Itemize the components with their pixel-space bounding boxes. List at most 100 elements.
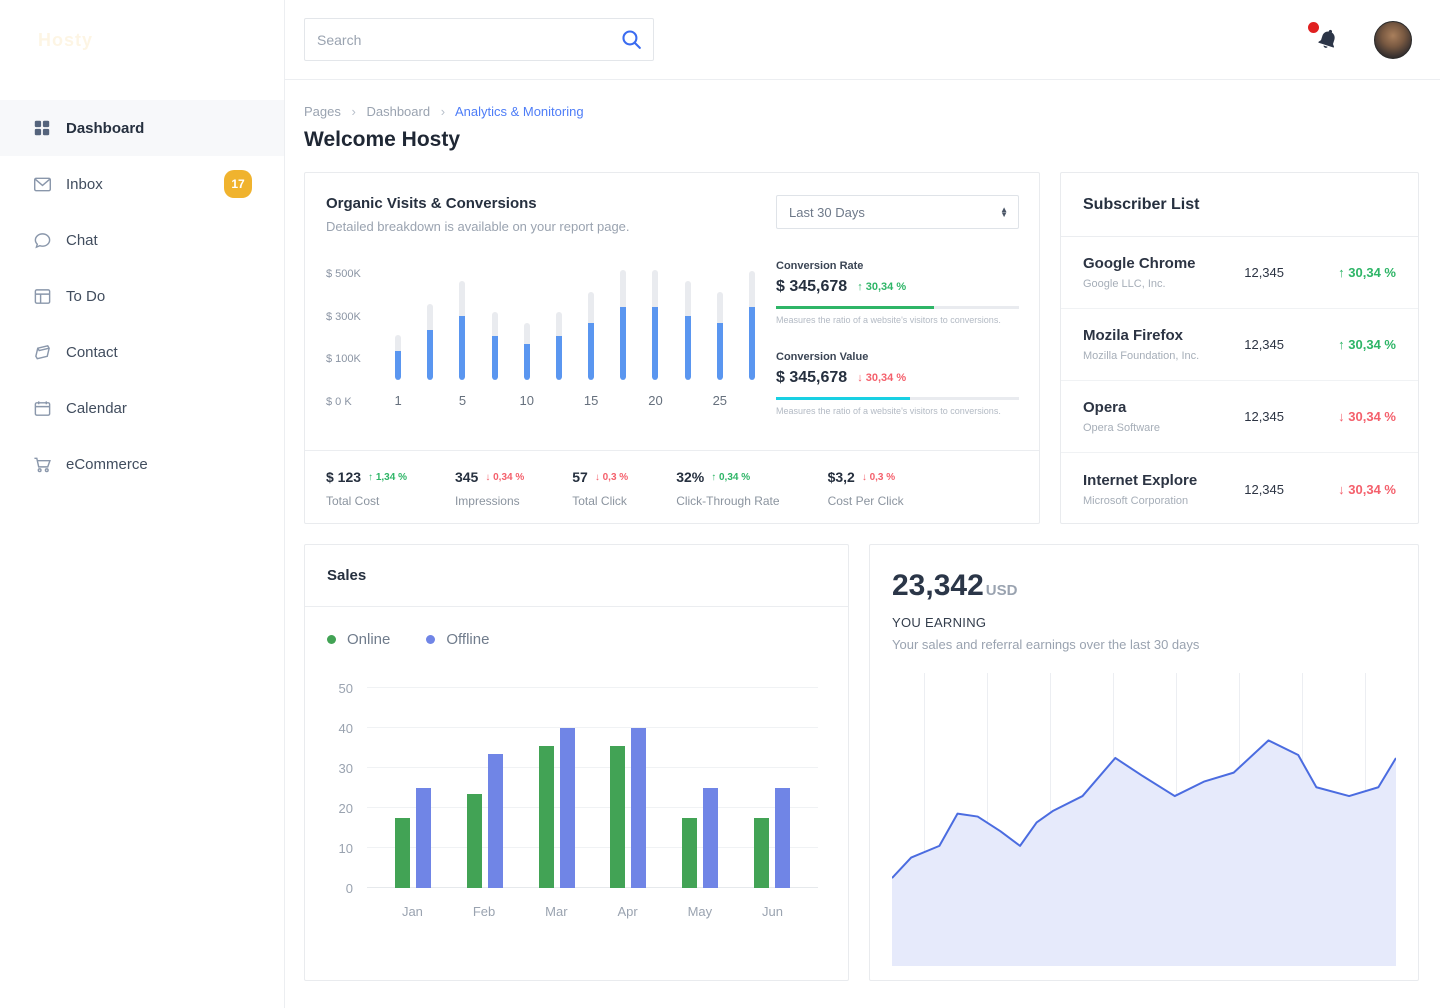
sidebar-item-label: eCommerce [66,455,148,473]
breadcrumb-separator: › [351,104,356,119]
sidebar-item-label: Calendar [66,399,127,417]
period-select[interactable]: Last 30 Days ▲ ▼ [776,195,1019,229]
sidebar-item-calendar[interactable]: Calendar [0,380,284,436]
sales-card: Sales Online Offline 0 10 20 30 40 50 Jan Feb M… [304,544,849,981]
sales-bar-group [466,754,503,888]
organic-bar: 25 [704,268,736,408]
y-tick-label: $ 500K [326,268,361,280]
subscriber-delta: ↓ 30,34 % [1338,481,1396,497]
stat-label: Cost Per Click [827,494,904,508]
breadcrumb-dashboard[interactable]: Dashboard [366,104,431,119]
offline-dot-icon [426,635,436,644]
sales-bar-group [538,728,575,888]
sidebar-item-label: Dashboard [66,119,145,137]
organic-card-title: Organic Visits & Conversions [326,195,537,212]
stat-label: Total Click [572,494,627,508]
organic-bar [672,268,704,408]
stat-delta: ↑ 0,34 % [711,471,751,483]
stat-delta: ↑ 1,34 % [368,471,407,483]
subscriber-list-title: Subscriber List [1061,173,1418,237]
sales-plot: 0 10 20 30 40 50 [339,681,818,896]
conversion-value-metric: Conversion Value $ 345,678 ↓ 30,34 % Mea… [776,351,1019,416]
earning-currency: USD [985,582,1018,599]
search-input[interactable] [304,18,654,61]
period-select-value: Last 30 Days [789,204,865,220]
subscriber-list-card: Subscriber List Google Chrome Google LLC… [1060,172,1419,524]
stat-value: $ 123 [326,469,362,485]
metric-delta: ↓ 30,34 % [857,372,907,384]
subscriber-company: Opera Software [1083,422,1161,434]
sidebar-item-contact[interactable]: Contact [0,324,284,380]
subscriber-delta: ↑ 30,34 % [1338,265,1396,280]
inbox-badge: 17 [224,170,252,198]
metric-progress [776,397,1019,400]
cart-icon [32,454,52,474]
subscriber-company: Google LLC, Inc. [1083,278,1166,290]
metric-label: Conversion Value [776,351,869,363]
notification-bell-icon[interactable] [1308,21,1342,54]
stat-delta: ↓ 0,3 % [594,471,629,483]
sidebar-item-dashboard[interactable]: Dashboard [0,100,284,156]
stat-total-click: 57 ↓ 0,3 % Total Click [572,469,628,508]
organic-bar: 1 [382,268,414,408]
earning-label: YOU EARNING [892,615,987,630]
metric-progress [776,306,1019,309]
sidebar-item-label: Chat [66,231,98,249]
legend-label: Online [347,631,391,648]
main-content: Pages › Dashboard › Analytics & Monitori… [285,0,1440,981]
sidebar-item-inbox[interactable]: Inbox 17 [0,156,284,212]
subscriber-row-ie[interactable]: Internet Explore Microsoft Corporation 1… [1061,453,1418,523]
subscriber-row-firefox[interactable]: Mozila Firefox Mozilla Foundation, Inc. … [1061,309,1418,381]
sidebar-item-todo[interactable]: To Do [0,268,284,324]
subscriber-delta: ↓ 30,34 % [1338,409,1396,424]
stat-impressions: 345 ↓ 0,34 % Impressions [455,469,524,508]
organic-bar [543,268,575,408]
metric-caption: Measures the ratio of a website's visito… [776,315,1001,325]
sales-bar-group [754,788,791,888]
subscriber-row-chrome[interactable]: Google Chrome Google LLC, Inc. 12,345 ↑ … [1061,237,1418,309]
metric-value: $ 345,678 [776,369,848,386]
breadcrumb: Pages › Dashboard › Analytics & Monitori… [304,104,1419,119]
organic-visits-card: Organic Visits & Conversions Detailed br… [304,172,1040,524]
legend-item-offline: Offline [426,631,489,648]
sales-card-title: Sales [305,545,848,607]
stat-value: 57 [572,469,588,485]
sales-legend: Online Offline [327,631,822,648]
earning-amount: 23,342 [892,569,984,602]
subscriber-name: Opera [1083,399,1127,416]
user-avatar[interactable] [1374,20,1412,59]
organic-stats-row: $ 123 ↑ 1,34 % Total Cost 345 ↓ 0,34 % Imp… [305,450,1039,508]
sidebar-item-ecommerce[interactable]: eCommerce [0,436,284,492]
subscriber-row-opera[interactable]: Opera Opera Software 12,345 ↓ 30,34 % [1061,381,1418,453]
breadcrumb-pages[interactable]: Pages [304,104,341,119]
subscriber-count: 12,345 [1244,265,1284,280]
conversion-metrics: Conversion Rate $ 345,678 ↑ 30,34 % Meas… [776,254,1019,442]
subscriber-name: Mozila Firefox [1083,327,1184,344]
earning-card: 23,342 USD YOU EARNING Your sales and re… [869,544,1419,981]
breadcrumb-active[interactable]: Analytics & Monitoring [454,104,584,119]
earning-chart [892,673,1396,966]
y-tick-label: $ 0 K [326,395,352,408]
legend-label: Offline [446,631,490,648]
sidebar-item-label: Inbox [66,175,103,193]
subscriber-company: Mozilla Foundation, Inc. [1083,350,1200,362]
organic-bar [479,268,511,408]
search-icon[interactable] [619,27,644,57]
stat-delta: ↓ 0,3 % [861,471,896,483]
search-box [304,18,654,61]
notification-dot [1308,21,1319,33]
stat-label: Impressions [454,494,520,508]
organic-bar: 10 [511,268,543,408]
organic-bar: 5 [446,268,478,408]
sales-bar-group [610,728,647,888]
sidebar: Hosty Dashboard Inbox 17 Chat To Do [0,0,285,1008]
organic-bar [607,268,639,408]
y-tick-label: $ 100K [326,353,361,366]
subscriber-count: 12,345 [1244,409,1284,424]
chat-icon [32,230,52,250]
sidebar-item-chat[interactable]: Chat [0,212,284,268]
app-logo: Hosty [38,29,94,50]
conversion-rate-metric: Conversion Rate $ 345,678 ↑ 30,34 % Meas… [776,260,1019,325]
y-tick-label: $ 300K [326,310,361,323]
stat-value: 32% [676,469,705,485]
